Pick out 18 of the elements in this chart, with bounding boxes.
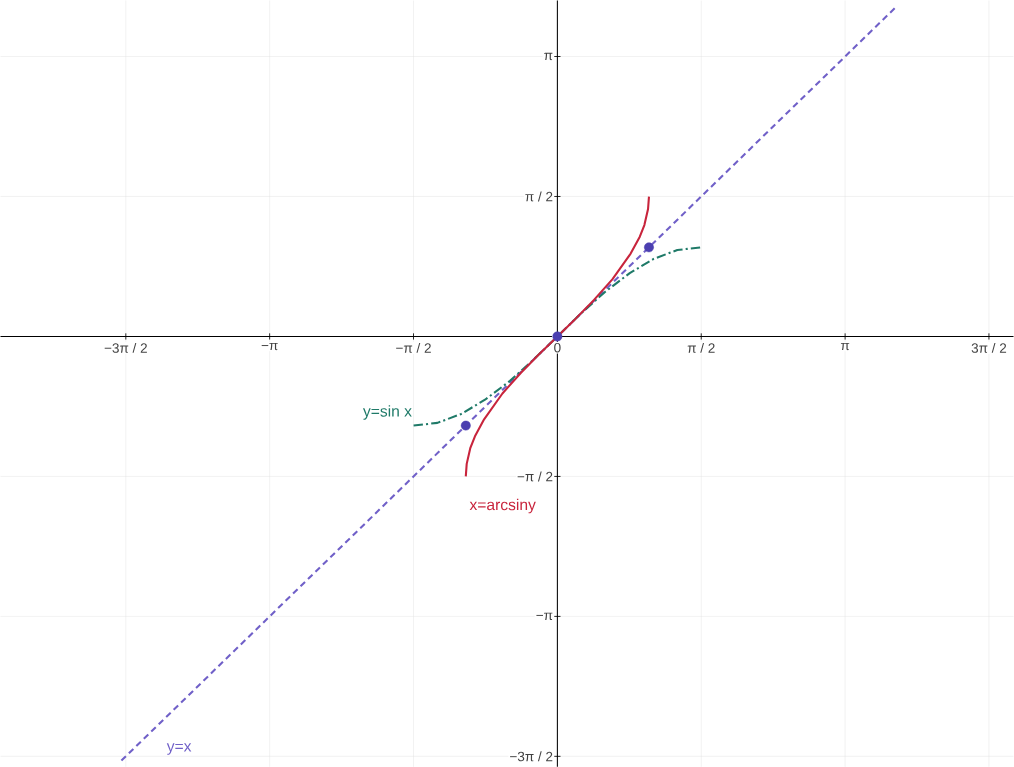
x-tick-label: 3π / 2	[971, 342, 1007, 353]
y-tick-label: −3π / 2	[510, 751, 553, 762]
y-tick-label: π	[544, 52, 553, 60]
y-tick-label: −π	[536, 612, 553, 620]
x-tick-label: −3π / 2	[104, 342, 147, 353]
x-tick-label: π / 2	[687, 342, 715, 353]
x-tick-label: 0	[554, 342, 561, 353]
point	[460, 420, 471, 431]
series-label: x=arcsiny	[469, 498, 536, 514]
point	[644, 242, 654, 253]
x-tick-label: π	[840, 342, 850, 351]
y-tick-label: −π / 2	[517, 471, 553, 482]
series-label: y=sin x	[362, 405, 412, 420]
x-tick-label: −π / 2	[396, 342, 431, 353]
y-tick-label: π / 2	[525, 191, 553, 202]
x-tick-label: −π	[261, 342, 278, 351]
series-label: y=x	[166, 743, 192, 755]
point	[552, 331, 563, 342]
